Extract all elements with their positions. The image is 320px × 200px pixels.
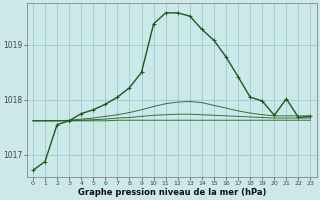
X-axis label: Graphe pression niveau de la mer (hPa): Graphe pression niveau de la mer (hPa)	[77, 188, 266, 197]
